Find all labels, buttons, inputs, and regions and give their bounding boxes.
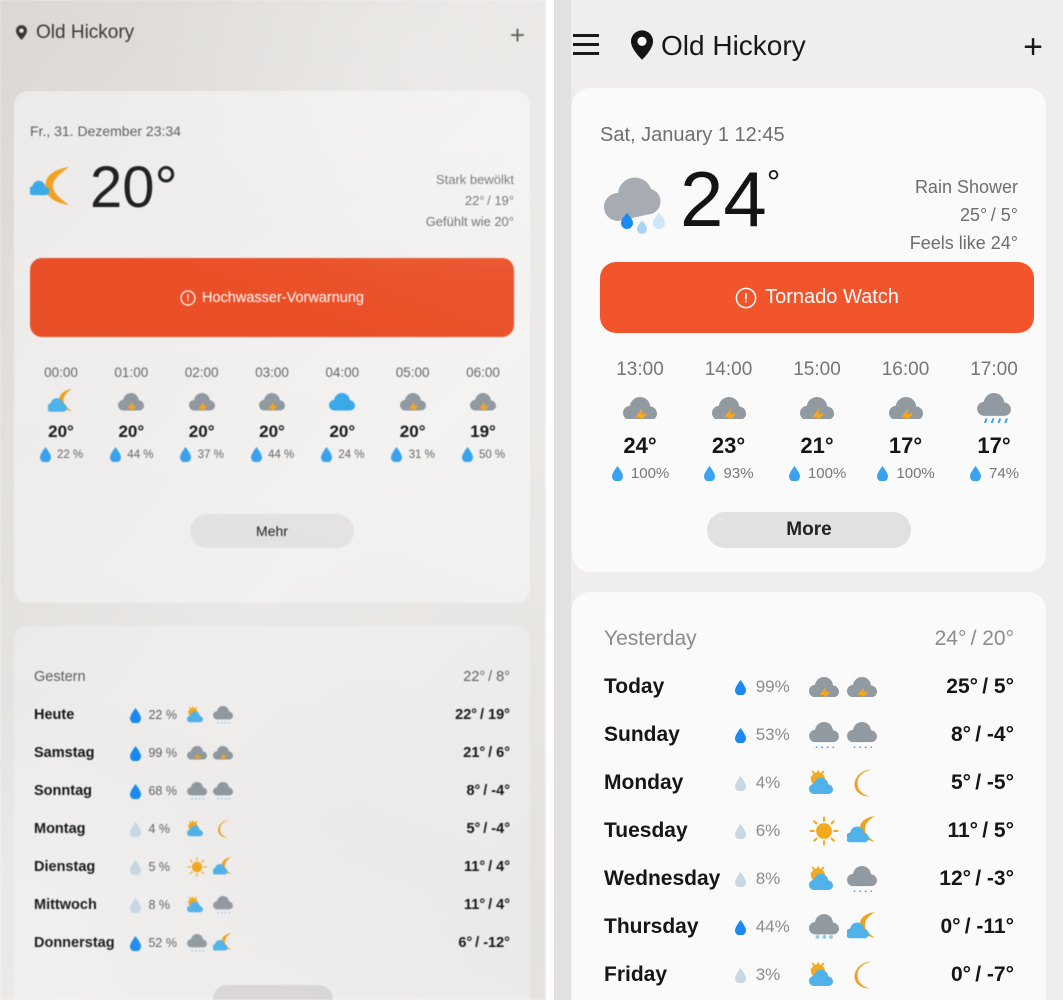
svg-text:❄: ❄	[815, 934, 820, 939]
svg-text:❄: ❄	[829, 934, 834, 939]
svg-text:❄: ❄	[822, 934, 827, 939]
